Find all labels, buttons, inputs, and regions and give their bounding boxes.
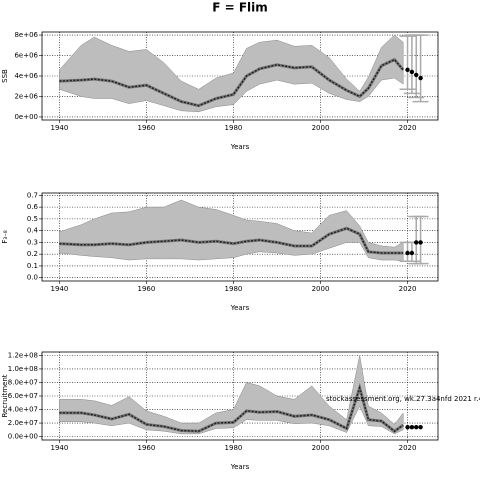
- y-tick-label: 6.0e+07: [8, 392, 38, 400]
- y-tick-label: 0.4: [27, 227, 39, 235]
- x-tick-label: 2020: [399, 285, 417, 293]
- error-bar: [408, 34, 425, 99]
- x-tick-label: 1960: [138, 285, 156, 293]
- x-axis-label: Years: [230, 463, 250, 471]
- error-bar: [408, 215, 425, 265]
- error-bar: [403, 34, 420, 95]
- estimate-line: [59, 385, 404, 433]
- y-tick-label: 1.0e+08: [8, 365, 38, 373]
- y-tick-label: 8e+06: [14, 31, 38, 39]
- confidence-band: [59, 355, 404, 435]
- y-tick-label: 2e+06: [14, 92, 38, 100]
- x-tick-label: 2020: [399, 124, 417, 132]
- error-bar: [399, 35, 416, 91]
- projection-point: [414, 424, 419, 430]
- x-tick-label: 1960: [138, 124, 156, 132]
- y-tick-label: 4.0e+07: [8, 406, 38, 414]
- plot-frame: [41, 351, 439, 441]
- y-tick-label: 8.0e+07: [8, 378, 38, 386]
- y-tick-label: 0.3: [27, 238, 38, 246]
- projection-point: [405, 67, 410, 73]
- x-tick-label: 1940: [50, 285, 68, 293]
- x-tick-label: 1940: [50, 124, 68, 132]
- projection-point: [418, 240, 423, 245]
- x-tick-label: 1980: [225, 124, 243, 132]
- projection-point: [409, 424, 415, 430]
- projection-point: [405, 250, 410, 256]
- projection-point: [414, 72, 419, 78]
- y-tick-label: 0.0: [27, 274, 38, 282]
- x-tick-label: 1940: [50, 444, 68, 452]
- x-tick-label: 1980: [225, 444, 243, 452]
- projection-point: [405, 424, 410, 430]
- projection-point: [409, 250, 415, 256]
- y-tick-label: 2.0e+07: [8, 419, 38, 427]
- projection-point: [418, 75, 423, 81]
- plot-frame: [41, 31, 439, 121]
- y-axis-label: SSB: [1, 69, 9, 83]
- y-tick-label: 0.1: [27, 262, 38, 270]
- y-tick-label: 0.0e+00: [8, 433, 38, 441]
- x-tick-label: 2000: [312, 285, 330, 293]
- x-tick-label: 2020: [399, 444, 417, 452]
- projection-point: [418, 424, 423, 430]
- x-axis-label: Years: [230, 304, 250, 312]
- y-tick-label: 1.2e+08: [8, 351, 38, 359]
- y-axis-label: Recruitment: [1, 374, 9, 417]
- projection-point: [409, 69, 415, 75]
- x-tick-label: 2000: [312, 444, 330, 452]
- y-tick-label: 0.6: [27, 203, 39, 211]
- annotation: stockassessment.org, wk.27.3a4nfd 2021 r…: [326, 395, 480, 403]
- projection-point: [414, 240, 419, 245]
- y-tick-label: 0.7: [27, 191, 38, 199]
- chart-title: F = Flim: [212, 1, 268, 15]
- x-tick-label: 2000: [312, 124, 330, 132]
- error-bar: [412, 215, 429, 265]
- plot-frame: [41, 192, 439, 282]
- error-bar: [412, 34, 429, 103]
- y-tick-label: 0e+00: [14, 113, 38, 121]
- y-tick-label: 0.5: [27, 215, 38, 223]
- y-tick-label: 0.2: [27, 250, 38, 258]
- y-tick-label: 6e+06: [14, 52, 38, 60]
- estimate-line: [59, 58, 404, 107]
- x-axis-label: Years: [230, 143, 250, 151]
- x-tick-label: 1980: [225, 285, 243, 293]
- estimate-line: [59, 227, 404, 254]
- x-tick-label: 1960: [138, 444, 156, 452]
- confidence-band: [59, 34, 404, 113]
- y-axis-label: F₃₋₈: [1, 230, 9, 244]
- y-tick-label: 4e+06: [14, 72, 38, 80]
